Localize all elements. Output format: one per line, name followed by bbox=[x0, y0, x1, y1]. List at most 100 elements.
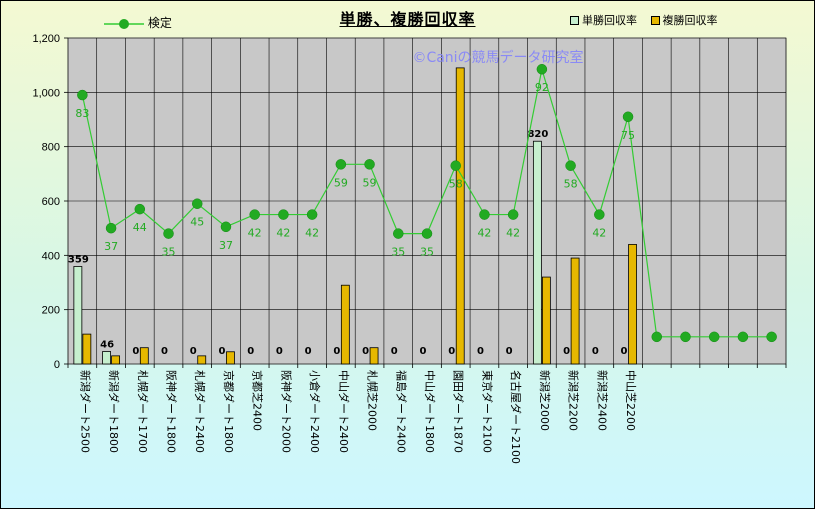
point-kentei bbox=[249, 209, 260, 220]
bar-fukusho bbox=[82, 333, 92, 365]
x-tick-label: 阪神ダート1800 bbox=[165, 370, 179, 453]
data-label-kentei: 42 bbox=[506, 227, 520, 240]
x-tick-label: 園田ダート1870 bbox=[452, 370, 466, 453]
legend-item-fukusho: 複勝回収率 bbox=[650, 12, 718, 28]
point-kentei bbox=[163, 228, 174, 239]
point-kentei bbox=[191, 198, 203, 209]
point-kentei bbox=[364, 159, 375, 170]
x-tick-label: 中山ダート1800 bbox=[423, 370, 437, 453]
data-label-tansho: 0 bbox=[592, 346, 599, 357]
x-tick-label: 新潟ダート2500 bbox=[78, 370, 92, 453]
data-label-kentei: 42 bbox=[276, 227, 290, 240]
data-label-kentei: 59 bbox=[334, 176, 348, 189]
data-label-kentei: 44 bbox=[133, 221, 147, 234]
data-label-tansho: 0 bbox=[247, 346, 254, 357]
point-kentei bbox=[278, 209, 289, 220]
data-label-tansho: 0 bbox=[563, 346, 570, 357]
point-kentei bbox=[651, 331, 663, 343]
data-label-tansho: 0 bbox=[190, 346, 197, 357]
bar-fukusho bbox=[570, 257, 580, 365]
x-tick-label: 新潟芝2400 bbox=[595, 370, 609, 431]
data-label-kentei: 58 bbox=[449, 178, 463, 191]
bar-fukusho bbox=[541, 276, 551, 365]
data-label-kentei: 59 bbox=[363, 176, 377, 189]
data-label-tansho: 820 bbox=[527, 129, 548, 140]
data-label-tansho: 0 bbox=[161, 346, 168, 357]
data-label-kentei: 35 bbox=[391, 246, 405, 259]
data-label-kentei: 35 bbox=[420, 246, 434, 259]
y-tick-label: 1,200 bbox=[32, 33, 60, 45]
x-tick-label: 札幌ダート2400 bbox=[193, 370, 207, 453]
point-kentei bbox=[594, 209, 605, 220]
point-kentei bbox=[134, 203, 146, 215]
x-tick-label: 新潟芝2000 bbox=[538, 370, 552, 431]
x-tick-label: 札幌芝2000 bbox=[366, 370, 380, 431]
data-label-kentei: 37 bbox=[219, 239, 233, 252]
data-label-kentei: 58 bbox=[564, 178, 578, 191]
x-tick-label: 福島ダート2400 bbox=[394, 370, 408, 453]
legend-line-label: 検定 bbox=[147, 16, 172, 30]
legend-label-fukusho: 複勝回収率 bbox=[662, 14, 718, 27]
x-tick-label: 新潟ダート1800 bbox=[107, 370, 121, 453]
y-tick-label: 400 bbox=[42, 250, 60, 262]
point-kentei bbox=[450, 160, 461, 171]
data-label-kentei: 45 bbox=[190, 216, 204, 229]
point-kentei bbox=[421, 228, 433, 239]
point-kentei bbox=[220, 221, 232, 233]
bar-tansho bbox=[73, 266, 83, 365]
bar-tansho bbox=[532, 140, 542, 365]
point-kentei bbox=[766, 331, 777, 343]
data-label-tansho: 0 bbox=[477, 346, 484, 357]
legend-label-tansho: 単勝回収率 bbox=[582, 14, 637, 27]
data-label-kentei: 37 bbox=[104, 240, 118, 253]
bar-fukusho bbox=[226, 351, 235, 365]
data-label-tansho: 0 bbox=[132, 346, 139, 357]
y-tick-label: 0 bbox=[54, 359, 60, 371]
data-label-tansho: 359 bbox=[68, 254, 89, 265]
data-label-kentei: 42 bbox=[477, 227, 491, 240]
bar-fukusho bbox=[139, 347, 149, 365]
x-tick-label: 札幌ダート1700 bbox=[136, 370, 150, 453]
legend-line: 検定 bbox=[104, 14, 172, 31]
bar-fukusho bbox=[197, 355, 207, 365]
data-label-tansho: 0 bbox=[276, 346, 283, 357]
data-label-kentei: 42 bbox=[592, 227, 606, 240]
data-label-tansho: 0 bbox=[391, 346, 398, 357]
x-tick-label: 東京ダート2100 bbox=[480, 370, 494, 453]
data-label-tansho: 0 bbox=[218, 346, 225, 357]
y-tick-label: 800 bbox=[42, 142, 60, 154]
legend-swatch-tansho bbox=[570, 15, 579, 25]
data-label-tansho: 0 bbox=[448, 346, 455, 357]
point-kentei bbox=[105, 222, 117, 234]
data-label-kentei: 75 bbox=[621, 129, 635, 142]
x-tick-label: 阪神ダート2000 bbox=[279, 370, 293, 453]
point-kentei bbox=[306, 209, 318, 220]
point-kentei bbox=[737, 331, 749, 343]
bar-fukusho bbox=[628, 244, 637, 365]
data-label-tansho: 0 bbox=[333, 346, 340, 357]
data-label-tansho: 0 bbox=[621, 346, 628, 357]
data-label-tansho: 0 bbox=[305, 346, 312, 357]
data-label-kentei: 83 bbox=[75, 107, 89, 120]
bar-fukusho bbox=[369, 347, 379, 365]
x-tick-label: 中山ダート2400 bbox=[337, 370, 351, 453]
point-kentei bbox=[479, 209, 490, 220]
legend-swatch-fukusho bbox=[650, 15, 660, 25]
watermark-text: ©Caniの競馬データ研究室 bbox=[412, 49, 583, 66]
x-tick-label: 小倉ダート2400 bbox=[308, 370, 322, 453]
point-kentei bbox=[680, 331, 691, 343]
data-label-kentei: 92 bbox=[535, 81, 549, 94]
point-kentei bbox=[393, 228, 404, 239]
point-kentei bbox=[335, 159, 347, 170]
point-kentei bbox=[77, 89, 88, 101]
data-label-kentei: 42 bbox=[248, 227, 262, 240]
data-label-tansho: 0 bbox=[362, 346, 369, 357]
bar-fukusho bbox=[455, 67, 465, 365]
point-kentei bbox=[507, 209, 519, 220]
y-tick-label: 200 bbox=[42, 305, 60, 317]
legend-bars: 単勝回収率 複勝回収率 bbox=[570, 12, 728, 28]
x-tick-label: 京都ダート1800 bbox=[222, 370, 236, 453]
data-label-tansho: 0 bbox=[506, 346, 513, 357]
point-kentei bbox=[708, 331, 720, 343]
